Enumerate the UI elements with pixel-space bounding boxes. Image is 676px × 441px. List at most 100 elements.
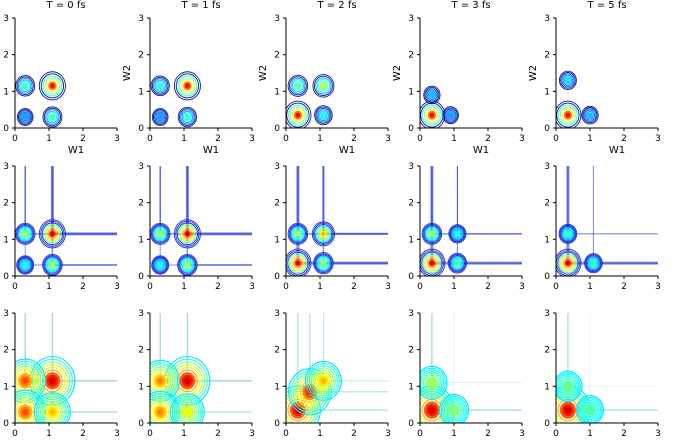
contour-level bbox=[566, 232, 570, 236]
contour-level bbox=[156, 261, 164, 269]
contour-level bbox=[293, 258, 303, 269]
contour-level bbox=[556, 370, 583, 403]
x-tick-label: 2 bbox=[80, 282, 86, 292]
x-tick-label: 0 bbox=[12, 134, 18, 144]
contour-level bbox=[286, 248, 312, 276]
y-tick-label: 3 bbox=[544, 14, 550, 24]
contour-level bbox=[424, 87, 440, 103]
contour-level bbox=[442, 106, 459, 125]
contour-level bbox=[565, 261, 570, 266]
contour-level bbox=[566, 78, 570, 83]
contour-field bbox=[286, 74, 335, 128]
panel: 0 1 2 3 0 1 2 3 bbox=[408, 309, 525, 439]
y-tick-label: 0 bbox=[138, 272, 144, 282]
y-tick-label: 3 bbox=[274, 14, 280, 24]
contour-level bbox=[40, 73, 65, 99]
contour-level bbox=[557, 251, 579, 275]
contour-level bbox=[177, 75, 198, 97]
contour-level bbox=[422, 104, 442, 126]
contour-level bbox=[562, 74, 574, 87]
contour-level bbox=[150, 393, 178, 423]
panel: 0 1 2 3 0 1 2 3 bbox=[544, 309, 661, 439]
contour-level bbox=[315, 106, 332, 124]
y-tick-label: 1 bbox=[3, 235, 9, 245]
y-tick-label: 3 bbox=[138, 162, 144, 172]
y-tick-label: 0 bbox=[274, 272, 280, 282]
y-tick-label: 1 bbox=[138, 235, 144, 245]
x-tick-label: 1 bbox=[181, 282, 187, 292]
panel: 0 1 2 3 0 1 2 3 W1 W2 bbox=[528, 14, 661, 156]
contour-level bbox=[429, 380, 435, 386]
contour-level bbox=[150, 359, 180, 402]
contour-level bbox=[45, 257, 60, 273]
contour-level bbox=[422, 253, 442, 274]
contour-level bbox=[21, 112, 30, 122]
y-tick-label: 1 bbox=[544, 87, 550, 97]
contour-level bbox=[313, 252, 334, 275]
y-axis-label: W2 bbox=[528, 65, 539, 81]
contour-level bbox=[421, 371, 443, 395]
y-tick-label: 1 bbox=[138, 382, 144, 392]
contour-level bbox=[312, 74, 335, 98]
contour-level bbox=[152, 256, 169, 274]
y-tick-label: 2 bbox=[138, 346, 144, 356]
contour-level bbox=[179, 256, 196, 274]
contour-level bbox=[312, 369, 334, 393]
contour-level bbox=[181, 227, 194, 241]
contour-level bbox=[23, 263, 27, 267]
y-tick-label: 2 bbox=[274, 346, 280, 356]
x-tick-label: 2 bbox=[351, 282, 357, 292]
contour-level bbox=[33, 392, 71, 423]
x-tick-label: 2 bbox=[80, 134, 86, 144]
y-tick-label: 3 bbox=[408, 309, 414, 319]
contour-level bbox=[584, 109, 596, 121]
x-tick-label: 0 bbox=[283, 429, 289, 439]
contour-level bbox=[16, 108, 34, 126]
contour-level bbox=[422, 373, 441, 393]
contour-level bbox=[38, 219, 66, 249]
contour-level bbox=[150, 395, 176, 423]
contour-level bbox=[295, 261, 300, 266]
x-tick-label: 3 bbox=[114, 134, 120, 144]
contour-level bbox=[446, 111, 455, 120]
y-tick-label: 2 bbox=[138, 199, 144, 209]
x-axis-label: W1 bbox=[609, 145, 625, 156]
contour-level bbox=[292, 227, 304, 241]
y-tick-label: 0 bbox=[3, 419, 9, 429]
contour-level bbox=[173, 397, 202, 423]
contour-level bbox=[19, 79, 32, 93]
contour-level bbox=[314, 105, 333, 126]
contour-level bbox=[561, 256, 575, 270]
x-tick-label: 1 bbox=[317, 282, 323, 292]
contour-level bbox=[180, 109, 195, 125]
contour-level bbox=[586, 110, 594, 120]
x-tick-label: 1 bbox=[587, 429, 593, 439]
contour-level bbox=[290, 226, 305, 242]
contour-field bbox=[150, 313, 252, 423]
contour-level bbox=[19, 227, 32, 241]
y-tick-label: 2 bbox=[544, 51, 550, 61]
contour-level bbox=[288, 104, 308, 126]
contour-level bbox=[43, 223, 62, 244]
contour-level bbox=[15, 392, 44, 423]
contour-level bbox=[451, 257, 463, 270]
y-tick-label: 3 bbox=[274, 309, 280, 319]
contour-level bbox=[151, 223, 170, 244]
contour-level bbox=[289, 106, 306, 124]
contour-level bbox=[289, 76, 307, 96]
y-tick-label: 3 bbox=[274, 162, 280, 172]
y-tick-label: 2 bbox=[138, 51, 144, 61]
contour-level bbox=[315, 254, 332, 272]
contour-level bbox=[562, 228, 574, 240]
y-tick-label: 0 bbox=[138, 419, 144, 429]
contour-level bbox=[154, 79, 166, 92]
y-tick-label: 1 bbox=[544, 382, 550, 392]
contour-field bbox=[150, 166, 252, 276]
contour-level bbox=[306, 363, 340, 399]
contour-level bbox=[563, 258, 573, 269]
column-title: T = 2 fs bbox=[316, 0, 356, 11]
contour-field bbox=[286, 166, 388, 276]
contour-level bbox=[20, 81, 30, 91]
x-tick-label: 0 bbox=[417, 134, 423, 144]
contour-level bbox=[558, 70, 577, 90]
